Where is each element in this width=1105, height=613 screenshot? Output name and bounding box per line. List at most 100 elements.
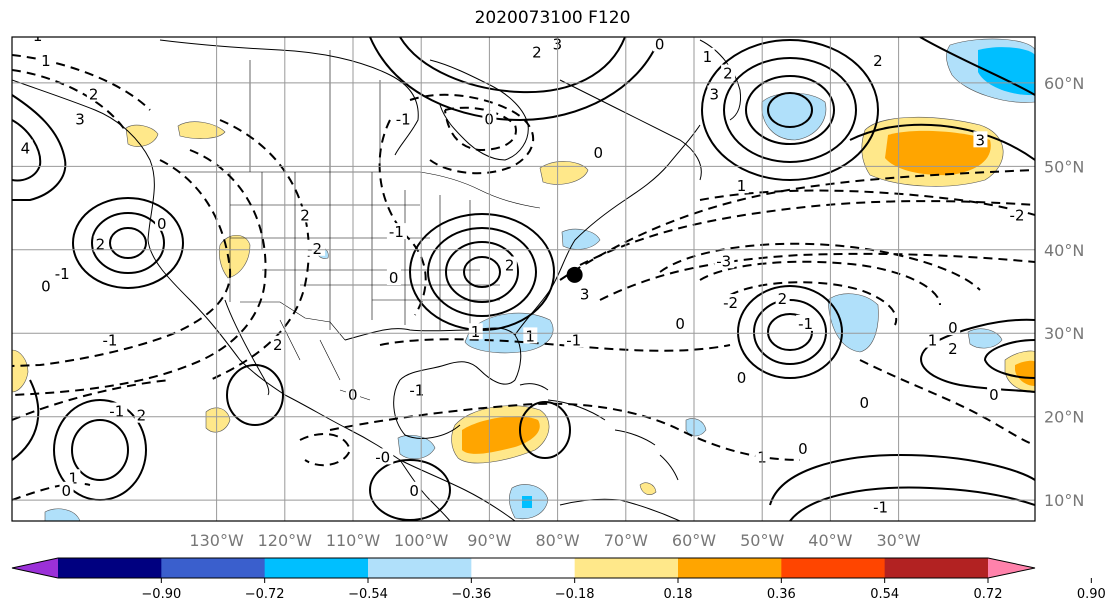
contour-ring xyxy=(723,57,857,163)
contour-label-bg xyxy=(871,52,886,69)
contour-label: 3 xyxy=(975,131,985,149)
contour-label-bg xyxy=(577,285,592,302)
contour-label: -5 xyxy=(600,19,615,37)
contour-label-bg xyxy=(66,469,81,486)
contour-label: 3 xyxy=(75,110,85,128)
gulf-coast xyxy=(344,327,522,439)
contour-line xyxy=(849,123,1035,161)
contour-label: 0 xyxy=(157,215,167,233)
contour-label: -1 xyxy=(409,382,424,400)
contour-label-bg xyxy=(100,331,121,348)
colorbar-outline xyxy=(11,557,1036,579)
contour-label: -1 xyxy=(566,332,581,350)
contour-line xyxy=(789,486,1035,521)
contour-label-bg xyxy=(564,331,585,348)
map-title: 2020073100 F120 xyxy=(474,8,631,28)
latitude-labels: 60°N 50°N 40°N 30°N 20°N 10°N xyxy=(1044,74,1084,510)
contour-line xyxy=(399,37,626,94)
contour-ring xyxy=(737,285,843,379)
contour-ring xyxy=(226,364,284,426)
contour-label-bg xyxy=(386,223,407,240)
shade-positive-strong xyxy=(885,130,991,176)
shade-negative xyxy=(44,508,81,521)
greenland xyxy=(699,39,741,121)
contour-label-bg xyxy=(721,294,742,311)
contour-label: 0 xyxy=(389,269,399,287)
contour-label: 3 xyxy=(709,85,719,103)
contour-label-bg xyxy=(25,37,46,43)
contour-label: 2 xyxy=(89,85,99,103)
lat-label: 60°N xyxy=(1044,74,1084,93)
anomaly-shading xyxy=(12,38,1035,521)
colorbar-segment xyxy=(884,558,989,578)
lon-label: 100°W xyxy=(394,531,449,550)
shade-positive xyxy=(639,482,657,495)
colorbar-tick-label: 0.54 xyxy=(870,587,899,602)
contour-label: 2 xyxy=(873,52,883,70)
colorbar-tick-label: 0.90 xyxy=(1077,587,1105,602)
contour-label: 2 xyxy=(505,256,515,274)
colorbar-segment xyxy=(58,558,162,578)
contour-label-bg xyxy=(523,327,538,344)
colorbar: −0.90 −0.72 −0.54 −0.36 −0.18 0.18 0.36 0.54 0.7… xyxy=(11,557,1105,602)
colorbar-tick-label: −0.90 xyxy=(141,587,181,602)
contour-line xyxy=(599,252,1035,301)
us-mexico-border xyxy=(240,301,346,341)
lon-label: 40°W xyxy=(808,531,852,550)
contour-label-bg xyxy=(407,481,422,498)
contour-ring xyxy=(767,313,813,351)
contour-label-bg xyxy=(946,339,961,356)
contour-ring xyxy=(409,213,555,331)
colorbar-tick-label: −0.36 xyxy=(451,587,491,602)
contour-ring xyxy=(91,212,165,274)
contour-label-bg xyxy=(39,277,54,294)
contour-label-bg xyxy=(796,314,817,331)
contour-line xyxy=(919,37,1035,96)
contour-label-bg xyxy=(707,85,722,102)
contour-label: 1 xyxy=(41,52,51,70)
contour-line xyxy=(729,281,898,326)
contour-label: -1 xyxy=(873,498,888,516)
contour-label: 2 xyxy=(723,65,733,83)
lon-label: 80°W xyxy=(536,531,580,550)
longitude-labels: 130°W 120°W 110°W 100°W 90°W 80°W 70°W 60°W 50°W… xyxy=(189,531,920,550)
graticule xyxy=(12,37,1035,521)
contour-label: 0 xyxy=(655,35,665,53)
contour-label-bg xyxy=(796,440,811,457)
contour-label: 2 xyxy=(300,206,310,224)
contour-label-bg xyxy=(52,264,73,281)
contour-line xyxy=(209,119,310,381)
contour-label: 1 xyxy=(703,48,713,66)
shade-positive xyxy=(125,124,159,147)
contour-label-bg xyxy=(775,289,790,306)
contour-label: 4 xyxy=(21,140,31,158)
contour-label: 0 xyxy=(798,440,808,458)
contour-label-bg xyxy=(107,402,128,419)
colorbar-tick-label: −0.54 xyxy=(348,587,388,602)
contour-label: -2 xyxy=(723,294,738,312)
contour-label-bg xyxy=(270,335,285,352)
shade-negative xyxy=(967,328,1003,349)
contour-label: -1 xyxy=(27,27,42,45)
lon-label: 130°W xyxy=(189,531,244,550)
colorbar-segment xyxy=(471,558,576,578)
contour-label: 2 xyxy=(273,336,283,354)
contour-line xyxy=(769,453,1035,506)
lon-label: 60°W xyxy=(672,531,716,550)
colorbar-extend-high xyxy=(988,558,1035,578)
contour-ring xyxy=(753,299,827,365)
shade-positive xyxy=(177,121,226,139)
contour-label: 1 xyxy=(928,332,938,350)
contour-label-bg xyxy=(386,269,401,285)
canada-arctic xyxy=(159,39,419,156)
lon-label: 70°W xyxy=(604,531,648,550)
contour-label: -0 xyxy=(375,448,390,466)
contour-line xyxy=(409,93,535,175)
shade-positive xyxy=(218,234,251,279)
caribbean-islands xyxy=(519,383,679,481)
contour-ring xyxy=(71,419,129,481)
contour-line xyxy=(299,433,352,467)
contour-label: 1 xyxy=(525,327,535,345)
contour-line xyxy=(12,54,151,111)
